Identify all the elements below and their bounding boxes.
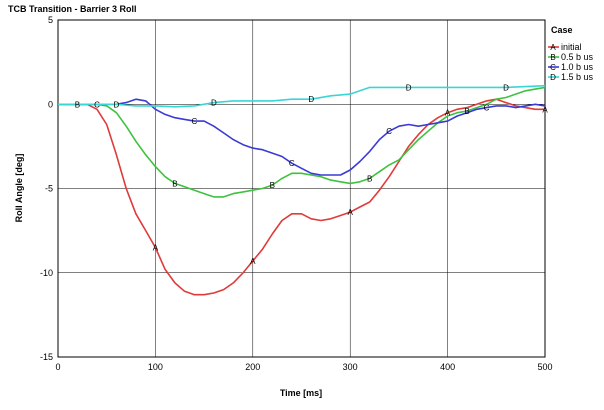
series-marker-B: B bbox=[172, 179, 177, 188]
legend-label: 1.5 b us bbox=[561, 72, 594, 82]
series-marker-C: C bbox=[289, 159, 295, 168]
series-marker-C: C bbox=[484, 104, 490, 113]
legend-marker: B bbox=[550, 53, 555, 62]
x-tick-label: 0 bbox=[55, 362, 60, 372]
series-marker-D: D bbox=[308, 95, 314, 104]
y-tick-label: -15 bbox=[40, 352, 53, 362]
series-line-D bbox=[58, 84, 546, 108]
series-marker-A: A bbox=[445, 109, 451, 118]
x-tick-label: 100 bbox=[148, 362, 163, 372]
series-markers: A A A A A B B B B B C C C C C D D D D D bbox=[75, 83, 549, 266]
series-marker-A: A bbox=[153, 243, 159, 252]
legend-marker: A bbox=[550, 43, 556, 52]
legend-marker: D bbox=[550, 73, 556, 82]
series-marker-D: D bbox=[503, 83, 509, 92]
series-marker-B: B bbox=[367, 174, 372, 183]
y-tick-label: -10 bbox=[40, 268, 53, 278]
legend-label: 1.0 b us bbox=[561, 62, 594, 72]
y-axis-ticks: 5 0 -5 -10 -15 bbox=[40, 15, 53, 362]
series-marker-C: C bbox=[386, 127, 392, 136]
x-tick-label: 500 bbox=[537, 362, 552, 372]
series-marker-C: C bbox=[94, 100, 100, 109]
y-tick-label: 0 bbox=[48, 99, 53, 109]
x-tick-label: 400 bbox=[440, 362, 455, 372]
y-axis-title: Roll Angle [deg] bbox=[14, 154, 24, 223]
legend-title: Case bbox=[551, 25, 573, 35]
y-tick-label: 5 bbox=[48, 15, 53, 25]
gridlines bbox=[58, 20, 545, 357]
series-marker-A: A bbox=[542, 105, 548, 114]
series-marker-B: B bbox=[464, 107, 469, 116]
x-axis-ticks: 0 100 200 300 400 500 bbox=[55, 362, 552, 372]
x-axis-title: Time [ms] bbox=[280, 388, 322, 398]
series-marker-B: B bbox=[270, 181, 275, 190]
series-marker-A: A bbox=[348, 208, 354, 217]
series-marker-D: D bbox=[211, 99, 217, 108]
series-marker-B: B bbox=[75, 100, 80, 109]
series-marker-D: D bbox=[114, 100, 120, 109]
series-lines bbox=[58, 84, 546, 296]
x-tick-label: 300 bbox=[343, 362, 358, 372]
series-marker-D: D bbox=[406, 83, 412, 92]
series-line-A bbox=[58, 98, 545, 296]
y-tick-label: -5 bbox=[45, 184, 53, 194]
x-tick-label: 200 bbox=[245, 362, 260, 372]
series-marker-C: C bbox=[191, 117, 197, 126]
legend-label: 0.5 b us bbox=[561, 52, 594, 62]
series-marker-A: A bbox=[250, 257, 256, 266]
series-line-C bbox=[58, 98, 546, 176]
chart-title: TCB Transition - Barrier 3 Roll bbox=[8, 4, 137, 14]
legend-label: initial bbox=[561, 42, 582, 52]
legend-marker: C bbox=[550, 63, 556, 72]
series-line-B bbox=[58, 86, 546, 198]
